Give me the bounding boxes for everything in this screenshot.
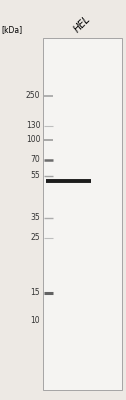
Text: 250: 250 — [26, 92, 40, 100]
Text: 130: 130 — [26, 122, 40, 130]
Bar — [43, 38, 122, 390]
Text: 100: 100 — [26, 136, 40, 144]
Text: 25: 25 — [31, 234, 40, 242]
Text: 70: 70 — [31, 156, 40, 164]
Text: 35: 35 — [31, 214, 40, 222]
Text: [kDa]: [kDa] — [1, 26, 22, 34]
Text: 15: 15 — [31, 288, 40, 297]
Text: 55: 55 — [31, 172, 40, 180]
Text: HEL: HEL — [72, 14, 93, 34]
Text: 10: 10 — [31, 316, 40, 325]
